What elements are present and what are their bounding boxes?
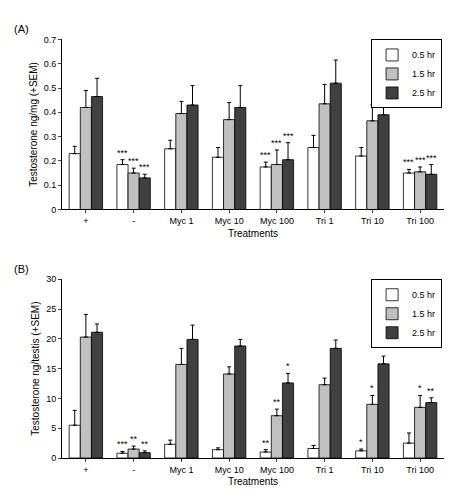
svg-text:***: *** — [283, 131, 294, 141]
svg-text:Myc 10: Myc 10 — [215, 465, 244, 475]
svg-text:***: *** — [117, 439, 128, 449]
svg-text:Treatments: Treatments — [228, 228, 278, 239]
svg-text:Testosterone ng/testis (+SEM): Testosterone ng/testis (+SEM) — [30, 302, 41, 436]
svg-text:Tri 100: Tri 100 — [406, 216, 434, 226]
svg-text:***: *** — [271, 138, 282, 148]
svg-text:Treatments: Treatments — [228, 476, 278, 487]
svg-text:-: - — [132, 216, 135, 226]
svg-text:2.5 hr: 2.5 hr — [412, 328, 435, 338]
svg-text:***: *** — [426, 153, 437, 163]
svg-text:20: 20 — [46, 334, 56, 344]
svg-text:0.5 hr: 0.5 hr — [412, 50, 435, 60]
svg-text:***: *** — [128, 156, 139, 166]
svg-text:***: *** — [260, 150, 271, 160]
svg-text:Testosterone ng/mg (+SEM): Testosterone ng/mg (+SEM) — [28, 62, 39, 187]
svg-text:***: *** — [139, 162, 150, 172]
svg-text:+: + — [83, 216, 88, 226]
svg-text:*: * — [418, 383, 422, 393]
svg-text:0.1: 0.1 — [44, 180, 57, 190]
svg-text:0: 0 — [51, 205, 56, 215]
svg-text:Tri 10: Tri 10 — [361, 216, 384, 226]
svg-text:*: * — [286, 361, 290, 371]
svg-text:2.5 hr: 2.5 hr — [412, 88, 435, 98]
svg-text:0.3: 0.3 — [44, 132, 57, 142]
svg-text:5: 5 — [51, 423, 56, 433]
svg-text:**: ** — [273, 397, 281, 407]
svg-text:Tri 1: Tri 1 — [316, 216, 334, 226]
svg-text:30: 30 — [46, 274, 56, 284]
svg-text:Tri 10: Tri 10 — [361, 465, 384, 475]
svg-text:***: *** — [403, 157, 414, 167]
svg-text:***: *** — [117, 148, 128, 158]
svg-text:0.7: 0.7 — [44, 35, 57, 45]
svg-text:10: 10 — [46, 394, 56, 404]
svg-text:0: 0 — [51, 453, 56, 463]
svg-text:Myc 1: Myc 1 — [169, 465, 193, 475]
svg-text:*: * — [370, 383, 374, 393]
svg-text:15: 15 — [46, 364, 56, 374]
svg-text:Myc 100: Myc 100 — [260, 216, 294, 226]
svg-text:1.5 hr: 1.5 hr — [412, 309, 435, 319]
svg-text:(B): (B) — [14, 263, 29, 275]
svg-text:Tri 1: Tri 1 — [316, 465, 334, 475]
svg-text:0.4: 0.4 — [44, 107, 57, 117]
svg-text:(A): (A) — [14, 23, 29, 35]
svg-text:+: + — [83, 465, 88, 475]
svg-text:0.6: 0.6 — [44, 59, 57, 69]
svg-text:Myc 100: Myc 100 — [260, 465, 294, 475]
svg-text:**: ** — [130, 434, 138, 444]
svg-text:1.5 hr: 1.5 hr — [412, 69, 435, 79]
svg-text:**: ** — [262, 438, 270, 448]
svg-text:25: 25 — [46, 304, 56, 314]
svg-text:0.2: 0.2 — [44, 156, 57, 166]
svg-text:0.5 hr: 0.5 hr — [412, 290, 435, 300]
svg-text:Tri 100: Tri 100 — [406, 465, 434, 475]
svg-text:**: ** — [427, 386, 435, 396]
svg-text:*: * — [359, 437, 363, 447]
svg-text:**: ** — [141, 439, 149, 449]
svg-text:-: - — [132, 465, 135, 475]
svg-text:Myc 10: Myc 10 — [215, 216, 244, 226]
svg-text:0.5: 0.5 — [44, 83, 57, 93]
svg-text:Myc 1: Myc 1 — [169, 216, 193, 226]
svg-text:***: *** — [415, 155, 426, 165]
